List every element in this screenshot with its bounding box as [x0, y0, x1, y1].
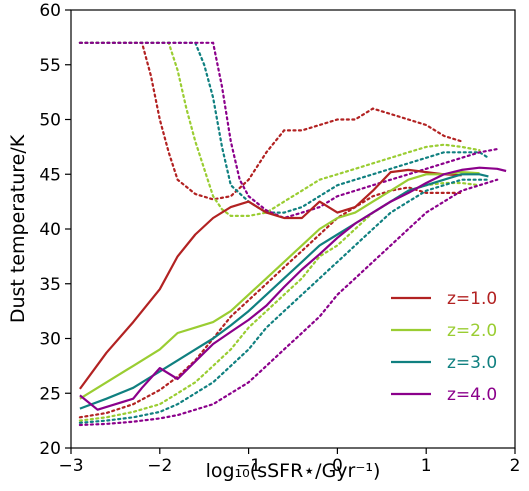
axis-ticks: −3 −2 −1 0 1 2 20 25 30 35 40 45 50 55 60 — [39, 1, 520, 476]
series-median-line — [79, 168, 462, 390]
x-tick-label: 2 — [510, 456, 521, 476]
y-tick-label: 50 — [39, 111, 61, 131]
series-upper-line — [78, 41, 499, 220]
series-median-line — [79, 166, 507, 411]
series-median-line — [79, 171, 480, 400]
series-lines — [78, 41, 507, 427]
x-tick-label: 0 — [332, 456, 343, 476]
series-upper-line — [78, 41, 490, 214]
legend-label: z=3.0 — [447, 353, 497, 373]
y-tick-label: 30 — [39, 330, 61, 350]
x-tick-label: 1 — [421, 456, 432, 476]
series-lower-line — [78, 178, 490, 424]
y-tick-label: 45 — [39, 165, 61, 185]
series-lower-line — [78, 178, 499, 427]
series-upper-line — [78, 41, 463, 201]
series-lower-line — [78, 186, 463, 419]
y-tick-label: 40 — [39, 220, 61, 240]
y-tick-label: 55 — [39, 56, 61, 76]
y-tick-label: 20 — [39, 439, 61, 459]
legend-label: z=1.0 — [447, 289, 497, 309]
legend: z=1.0 z=2.0 z=3.0 z=4.0 — [391, 289, 497, 405]
x-tick-label: −1 — [236, 456, 261, 476]
series-median-line — [79, 173, 489, 410]
legend-label: z=2.0 — [447, 321, 497, 341]
x-tick-label: −3 — [58, 456, 83, 476]
plot-frame — [70, 9, 516, 449]
y-tick-label: 60 — [39, 1, 61, 21]
y-tick-label: 25 — [39, 384, 61, 404]
legend-label: z=4.0 — [447, 385, 497, 405]
y-tick-label: 35 — [39, 275, 61, 295]
x-axis-label: log₁₀(sSFR⋆/Gyr⁻¹) — [206, 460, 381, 482]
y-axis-label: Dust temperature/K — [7, 134, 29, 323]
series-upper-line — [78, 41, 481, 217]
x-tick-label: −2 — [147, 456, 172, 476]
